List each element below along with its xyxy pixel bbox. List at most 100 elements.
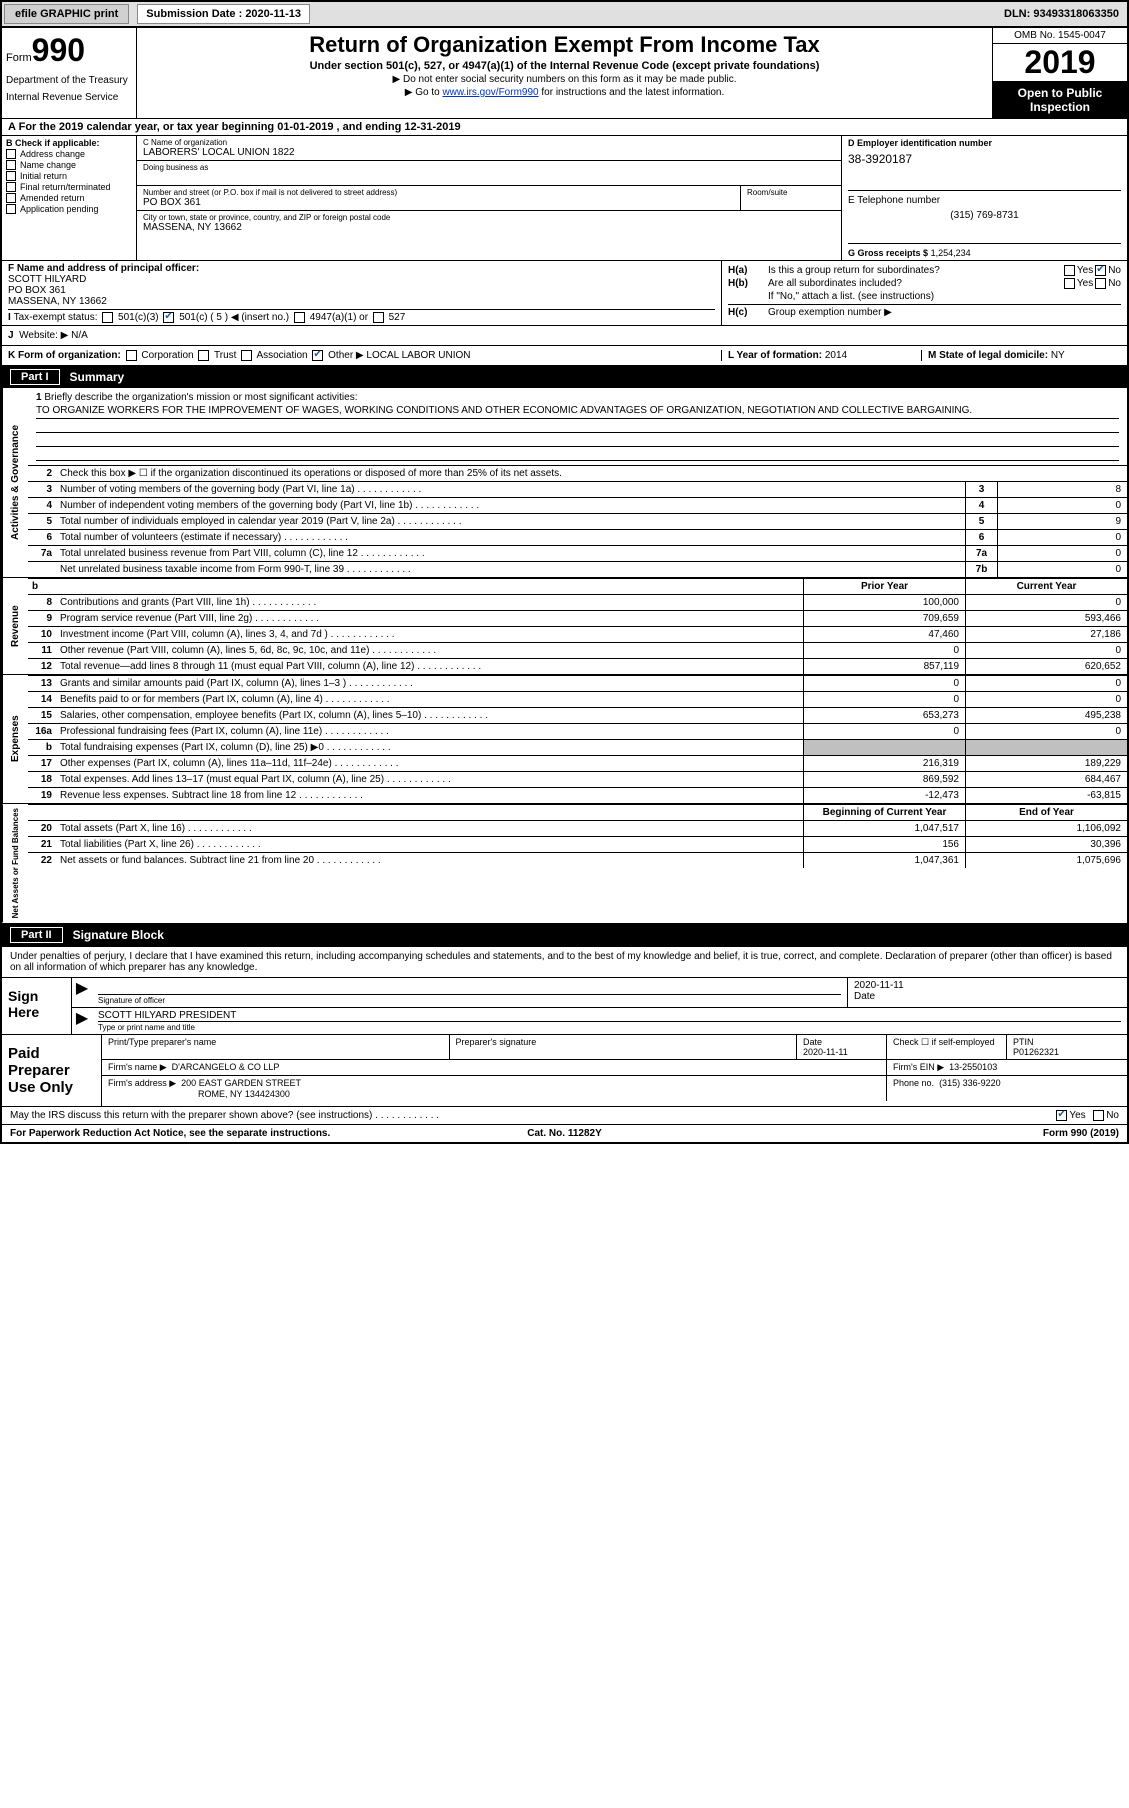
line4-val: 0 [997, 498, 1127, 513]
checkbox-amended[interactable] [6, 193, 16, 203]
line-num: 17 [28, 756, 56, 771]
checkbox-527[interactable] [373, 312, 384, 323]
submission-date: Submission Date : 2020-11-13 [137, 4, 310, 24]
ptin-label: PTIN [1013, 1037, 1121, 1047]
line7b-box: 7b [965, 562, 997, 577]
other-value: LOCAL LABOR UNION [366, 350, 470, 361]
line7b-desc: Net unrelated business taxable income fr… [56, 562, 965, 577]
part1-header: Part I Summary [2, 366, 1127, 388]
a1-label: 4947(a)(1) or [310, 312, 368, 323]
sub3-post: for instructions and the latest informat… [539, 87, 725, 98]
phone-val: (315) 336-9220 [939, 1078, 1001, 1088]
b-right-ein: D Employer identification number 38-3920… [842, 136, 1127, 260]
table-row: 20Total assets (Part X, line 16)1,047,51… [28, 820, 1127, 836]
arrow-icon-2: ▶ [72, 1008, 92, 1034]
hb-prefix: H(b) [728, 278, 768, 289]
efile-print-button[interactable]: efile GRAPHIC print [4, 4, 129, 24]
footer-left: For Paperwork Reduction Act Notice, see … [10, 1128, 380, 1139]
omb-number: OMB No. 1545-0047 [993, 28, 1127, 44]
ein-label: D Employer identification number [848, 138, 1121, 148]
checkbox-name-change[interactable] [6, 160, 16, 170]
irs-discuss-q: May the IRS discuss this return with the… [10, 1110, 1054, 1121]
line-desc: Net assets or fund balances. Subtract li… [56, 853, 803, 868]
revenue-vert-label: Revenue [2, 578, 28, 674]
addr-label: Number and street (or P.O. box if mail i… [143, 188, 734, 197]
current-year-val: 1,106,092 [965, 821, 1127, 836]
sig-date-val: 2020-11-11 [854, 980, 1121, 991]
line7b-val: 0 [997, 562, 1127, 577]
subtitle-3: ▶ Go to www.irs.gov/Form990 for instruct… [145, 87, 984, 98]
f-label: F Name and address of principal officer: [8, 263, 715, 274]
checkbox-4947[interactable] [294, 312, 305, 323]
period-text: For the 2019 calendar year, or tax year … [19, 121, 461, 133]
checkbox-assoc[interactable] [241, 350, 252, 361]
checkbox-trust[interactable] [198, 350, 209, 361]
irs-form990-link[interactable]: www.irs.gov/Form990 [442, 87, 538, 98]
line7a-box: 7a [965, 546, 997, 561]
checkbox-irs-yes[interactable] [1056, 1110, 1067, 1121]
checkbox-initial[interactable] [6, 171, 16, 181]
checkbox-hb-no[interactable] [1095, 278, 1106, 289]
prior-year-val: 0 [803, 724, 965, 739]
checkbox-501c[interactable] [163, 312, 174, 323]
checkbox-ha-no[interactable] [1095, 265, 1106, 276]
table-row: 8Contributions and grants (Part VIII, li… [28, 594, 1127, 610]
irs-label: Internal Revenue Service [6, 92, 132, 103]
table-row: 13Grants and similar amounts paid (Part … [28, 675, 1127, 691]
current-year-val: 495,238 [965, 708, 1127, 723]
prior-year-val: 709,659 [803, 611, 965, 626]
prior-year-val: 216,319 [803, 756, 965, 771]
checkbox-501c3[interactable] [102, 312, 113, 323]
assoc-label: Association [256, 350, 307, 361]
hc-prefix: H(c) [728, 307, 768, 318]
checkbox-corp[interactable] [126, 350, 137, 361]
b-label: B Check if applicable: [6, 138, 132, 148]
netassets-section: Net Assets or Fund Balances Beginning of… [2, 804, 1127, 923]
header-row: Form990 Department of the Treasury Inter… [2, 28, 1127, 119]
j-website-row: J Website: ▶ N/A [2, 326, 1127, 346]
checkbox-addr-change[interactable] [6, 149, 16, 159]
b-mid-org-info: C Name of organization LABORERS' LOCAL U… [137, 136, 842, 260]
gross-label: G Gross receipts $ [848, 248, 928, 258]
line-num: 12 [28, 659, 56, 674]
initial-label: Initial return [20, 171, 67, 181]
prior-year-val: 653,273 [803, 708, 965, 723]
table-row: bTotal fundraising expenses (Part IX, co… [28, 739, 1127, 755]
checkbox-app-pending[interactable] [6, 204, 16, 214]
header-right: OMB No. 1545-0047 2019 Open to Public In… [992, 28, 1127, 118]
current-year-hdr: Current Year [965, 579, 1127, 594]
arrow-icon: ▶ [72, 978, 92, 1007]
current-year-val: 0 [965, 643, 1127, 658]
checkbox-hb-yes[interactable] [1064, 278, 1075, 289]
sign-here-label: Sign Here [2, 978, 72, 1034]
sig-declaration: Under penalties of perjury, I declare th… [2, 947, 1127, 977]
checkbox-irs-no[interactable] [1093, 1110, 1104, 1121]
current-year-val: 620,652 [965, 659, 1127, 674]
governance-section: Activities & Governance 1 Briefly descri… [2, 388, 1127, 578]
sig-date-label: Date [854, 991, 1121, 1002]
ptin-val: P01262321 [1013, 1047, 1121, 1057]
addr-change-label: Address change [20, 149, 85, 159]
firm-name-label: Firm's name ▶ [108, 1062, 167, 1072]
website-label: Website: ▶ [19, 330, 68, 341]
line-num: 10 [28, 627, 56, 642]
subtitle-2: ▶ Do not enter social security numbers o… [145, 74, 984, 85]
current-year-val: 30,396 [965, 837, 1127, 852]
c-label: C Name of organization [143, 138, 835, 147]
table-row: 10Investment income (Part VIII, column (… [28, 626, 1127, 642]
ein-value: 38-3920187 [848, 148, 1121, 170]
line-desc: Program service revenue (Part VIII, line… [56, 611, 803, 626]
org-address: PO BOX 361 [143, 197, 734, 208]
checkbox-final[interactable] [6, 182, 16, 192]
prior-year-val: 0 [803, 643, 965, 658]
self-employed-check: Check ☐ if self-employed [887, 1035, 1007, 1059]
form-990-label: Form990 [6, 32, 132, 69]
expenses-section: Expenses 13Grants and similar amounts pa… [2, 675, 1127, 804]
dba-label: Doing business as [143, 163, 835, 172]
checkbox-ha-yes[interactable] [1064, 265, 1075, 276]
prior-year-val: -12,473 [803, 788, 965, 803]
current-year-val: 1,075,696 [965, 853, 1127, 868]
prior-year-val: 0 [803, 676, 965, 691]
checkbox-other[interactable] [312, 350, 323, 361]
m-label: M State of legal domicile: [928, 350, 1048, 361]
